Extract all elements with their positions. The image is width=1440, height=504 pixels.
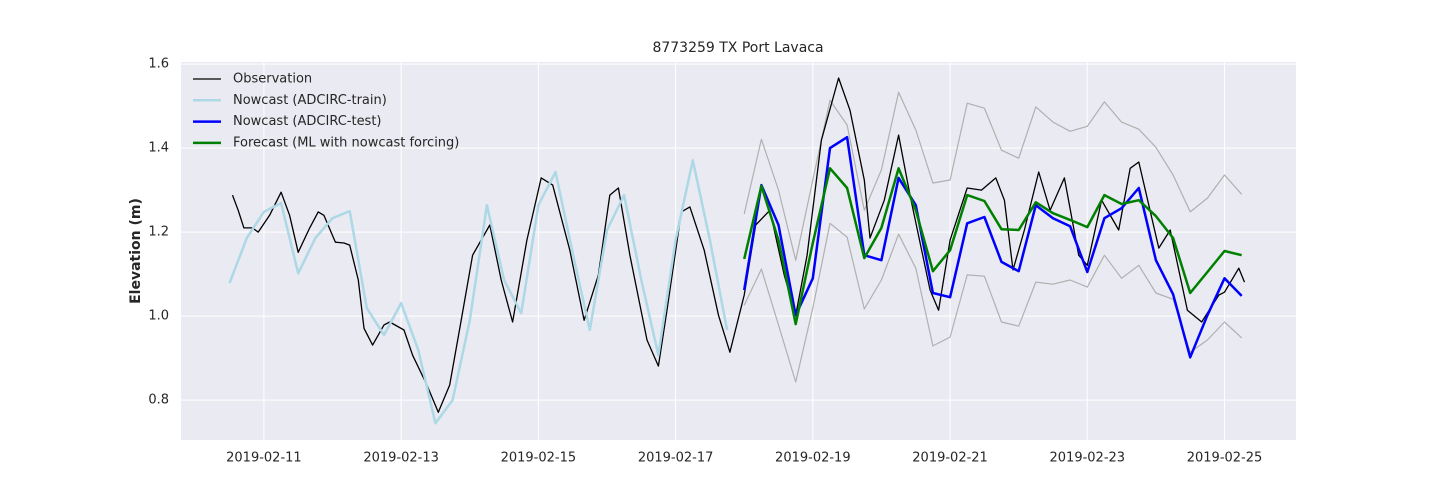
x-tick-label: 2019-02-13 xyxy=(363,451,439,466)
x-tick-label: 2019-02-23 xyxy=(1050,451,1126,466)
series-line xyxy=(743,91,1243,261)
labels: 0.8 1.0 1.2 1.4 1.6 2019-02-11 2019-02-13 2019-… xyxy=(148,57,1262,466)
plot-area xyxy=(181,62,1296,440)
y-tick-label: 1.2 xyxy=(148,225,169,240)
x-tick-label: 2019-02-17 xyxy=(638,451,714,466)
y-axis-label: Elevation (m) xyxy=(128,198,144,304)
x-tick-label: 2019-02-25 xyxy=(1187,451,1263,466)
y-tick-label: 1.6 xyxy=(148,57,169,72)
legend-label: Nowcast (ADCIRC-train) xyxy=(233,93,387,108)
y-tick-label: 1.0 xyxy=(148,309,169,324)
y-tick-label: 1.4 xyxy=(148,141,169,156)
y-tick-label: 0.8 xyxy=(148,393,169,408)
series-line xyxy=(228,159,729,425)
chart-title: 8773259 TX Port Lavaca xyxy=(652,40,823,56)
series-line xyxy=(743,222,1243,383)
x-tick-label: 2019-02-11 xyxy=(226,451,302,466)
legend-label: Nowcast (ADCIRC-test) xyxy=(233,114,382,129)
x-tick-label: 2019-02-15 xyxy=(501,451,577,466)
legend-label: Forecast (ML with nowcast forcing) xyxy=(233,135,459,150)
series-line xyxy=(231,77,1246,413)
lines xyxy=(228,77,1246,425)
x-tick-label: 2019-02-21 xyxy=(912,451,988,466)
x-tick-label: 2019-02-19 xyxy=(775,451,851,466)
legend-label: Observation xyxy=(233,72,312,87)
series-line xyxy=(742,135,1243,359)
series-line xyxy=(742,167,1242,326)
